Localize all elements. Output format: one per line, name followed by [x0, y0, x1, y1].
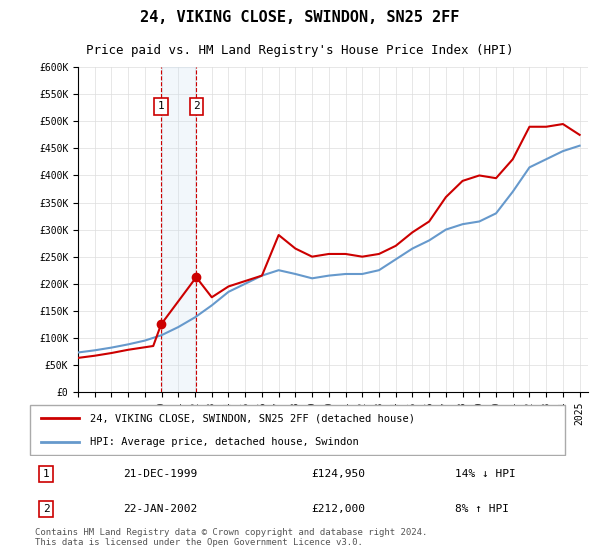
Text: 24, VIKING CLOSE, SWINDON, SN25 2FF: 24, VIKING CLOSE, SWINDON, SN25 2FF — [140, 10, 460, 25]
Text: £212,000: £212,000 — [311, 504, 365, 514]
Text: 1: 1 — [158, 101, 164, 111]
Text: £124,950: £124,950 — [311, 469, 365, 479]
Text: 21-DEC-1999: 21-DEC-1999 — [124, 469, 197, 479]
Text: 8% ↑ HPI: 8% ↑ HPI — [455, 504, 509, 514]
Text: 24, VIKING CLOSE, SWINDON, SN25 2FF (detached house): 24, VIKING CLOSE, SWINDON, SN25 2FF (det… — [90, 413, 415, 423]
FancyBboxPatch shape — [29, 405, 565, 455]
Text: HPI: Average price, detached house, Swindon: HPI: Average price, detached house, Swin… — [90, 436, 359, 446]
Text: 22-JAN-2002: 22-JAN-2002 — [124, 504, 197, 514]
Text: 14% ↓ HPI: 14% ↓ HPI — [455, 469, 515, 479]
Text: 2: 2 — [43, 504, 49, 514]
Text: 2: 2 — [193, 101, 200, 111]
Text: Contains HM Land Registry data © Crown copyright and database right 2024.
This d: Contains HM Land Registry data © Crown c… — [35, 528, 427, 548]
Text: 1: 1 — [43, 469, 49, 479]
Text: Price paid vs. HM Land Registry's House Price Index (HPI): Price paid vs. HM Land Registry's House … — [86, 44, 514, 57]
Bar — [161, 67, 196, 392]
